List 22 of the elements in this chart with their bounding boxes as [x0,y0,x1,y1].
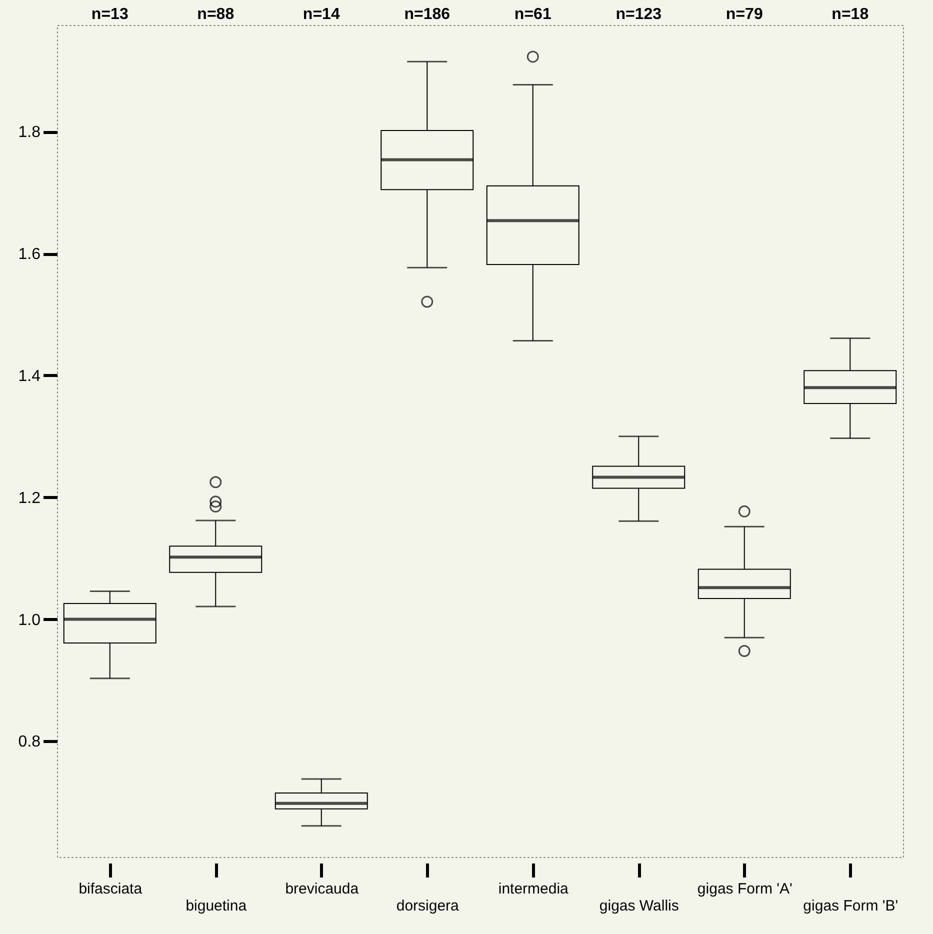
x-tick-label: bifasciata [78,880,143,898]
text: n=88 [197,6,234,23]
text: n=79 [726,6,763,23]
x-tick-label: gigas Form 'B' [803,898,898,914]
x-tick-label: biguetina [186,898,248,914]
y-tick-label: 0.8 [18,734,41,751]
x-tick-label: dorsigera [396,898,460,914]
text: n=14 [302,6,340,23]
text: n=186 [404,6,450,23]
text: n=18 [832,6,869,23]
x-tick-label: gigas Form 'A' [697,880,792,898]
y-tick-label: 1.4 [18,368,41,385]
y-tick-label: 1.0 [18,612,41,629]
y-tick-label: 1.2 [18,490,41,507]
text: n=123 [616,6,662,23]
y-tick-label: 1.8 [18,124,41,142]
text: n=61 [514,6,552,23]
x-tick-label: brevicauda [285,880,360,898]
text: n=13 [91,6,128,23]
y-tick-label: 1.6 [18,246,41,264]
x-tick-label: gigas Wallis [599,898,679,914]
x-tick-label: intermedia [498,880,570,898]
